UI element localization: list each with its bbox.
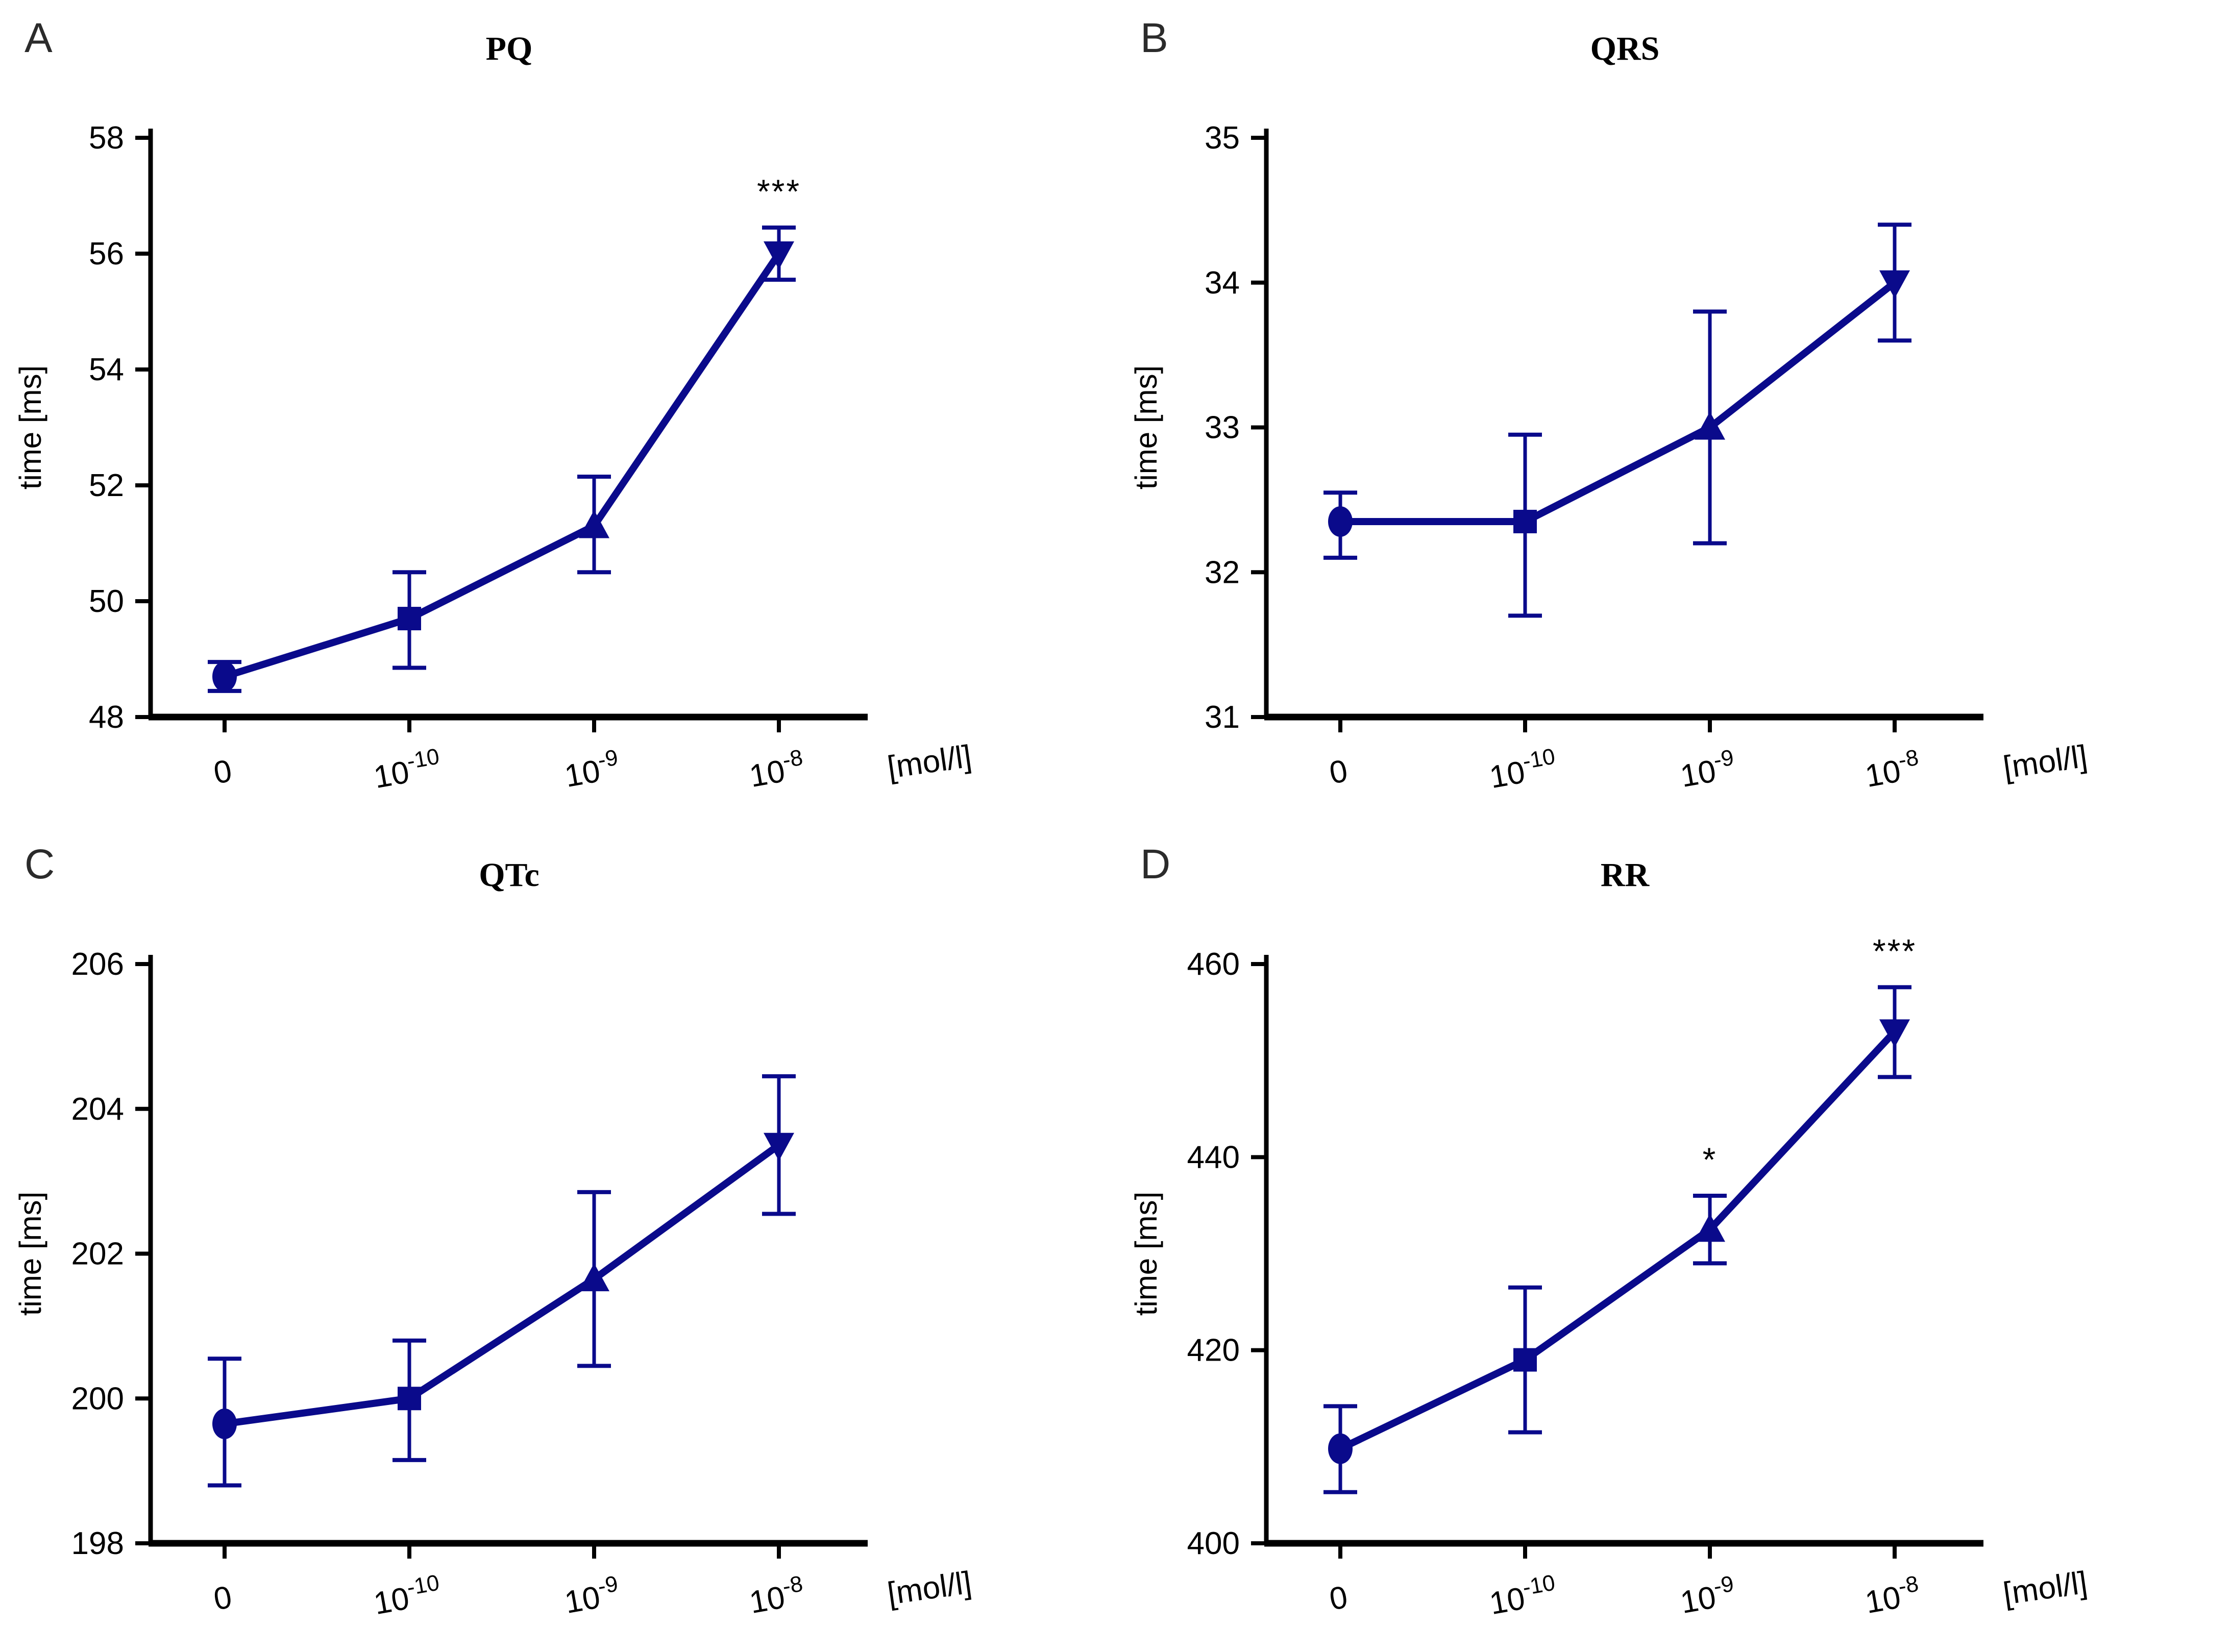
data-point-marker-circle xyxy=(1328,1433,1353,1464)
chart-plot-qtc: 198 200 202 204 206 0 10-10 10-9 10-8 [mol/l] time… xyxy=(13,947,974,1621)
data-point-marker-triangle-up xyxy=(1695,1214,1725,1242)
y-tick-label: 31 xyxy=(1205,700,1240,735)
x-tick-label: 0 xyxy=(211,753,234,791)
x-tick-label: 10-9 xyxy=(561,1571,622,1621)
chart-plot-qrs: 31 32 33 34 35 0 10-10 10-9 10-8 [mol/l] time [ms] xyxy=(1129,120,2090,795)
y-tick-label: 58 xyxy=(89,120,124,156)
y-tick-label: 440 xyxy=(1187,1140,1240,1175)
x-tick-label: 10-9 xyxy=(1677,1571,1738,1621)
y-tick-label: 198 xyxy=(71,1526,124,1561)
significance-label: *** xyxy=(757,172,801,210)
x-axis-unit-label: [mol/l] xyxy=(885,739,973,785)
data-point-marker-triangle-down xyxy=(764,1132,794,1161)
panel-d: D RR 400 420 440 460 0 10-10 10-9 10-8 [mol/l] ti… xyxy=(1116,826,2231,1652)
data-point-marker-circle xyxy=(212,661,237,692)
y-axis-label: time [ms] xyxy=(13,365,47,489)
x-axis-unit-label: [mol/l] xyxy=(2001,1565,2089,1612)
x-tick-label: 10-8 xyxy=(746,1571,807,1621)
y-tick-label: 206 xyxy=(71,947,124,982)
chart-title-rr: RR xyxy=(1600,856,1650,894)
data-point-marker-triangle-down xyxy=(764,241,794,269)
series-line xyxy=(221,1141,782,1427)
y-axis-label: time [ms] xyxy=(1129,1192,1163,1316)
y-tick-label: 34 xyxy=(1205,265,1240,301)
panel-b: B QRS 31 32 33 34 35 0 10-10 10-9 10-8 [mol/l] tim… xyxy=(1116,0,2231,826)
x-tick-label: 10-9 xyxy=(561,745,622,795)
y-tick-label: 400 xyxy=(1187,1526,1240,1561)
x-tick-label: 10-8 xyxy=(1861,1571,1923,1621)
y-tick-label: 460 xyxy=(1187,947,1240,982)
y-tick-label: 54 xyxy=(89,352,124,387)
panel-a: A PQ 48 50 52 54 56 58 0 10-10 10-9 10-8 [mol/l] ti… xyxy=(0,0,1115,826)
data-point-marker-triangle-up xyxy=(579,510,609,538)
x-tick-label: 10-10 xyxy=(1486,1570,1559,1621)
panel-letter-d: D xyxy=(1140,841,1171,887)
panel-letter-c: C xyxy=(24,841,55,887)
chart-title-qtc: QTc xyxy=(479,856,540,894)
panel-letter-a: A xyxy=(24,15,53,61)
data-point-marker-square xyxy=(398,1387,421,1411)
data-point-marker-square xyxy=(398,607,421,631)
x-tick-label: 10-8 xyxy=(746,745,807,795)
x-tick-label: 0 xyxy=(1327,1580,1350,1617)
chart-title-qrs: QRS xyxy=(1590,30,1660,67)
y-tick-label: 35 xyxy=(1205,120,1240,156)
y-tick-label: 204 xyxy=(71,1092,124,1127)
y-tick-label: 32 xyxy=(1205,555,1240,590)
y-tick-label: 420 xyxy=(1187,1333,1240,1368)
data-point-marker-triangle-up xyxy=(1695,411,1725,440)
data-point-marker-circle xyxy=(212,1408,237,1439)
significance-label: * xyxy=(1703,1141,1718,1178)
series-line xyxy=(221,250,782,680)
panel-c: C QTc 198 200 202 204 206 0 10-10 10-9 10-8 [mol/… xyxy=(0,826,1115,1652)
x-tick-label: 10-9 xyxy=(1677,745,1738,795)
y-axis-label: time [ms] xyxy=(1129,365,1163,489)
y-tick-label: 56 xyxy=(89,236,124,272)
x-tick-label: 10-10 xyxy=(370,1570,444,1621)
data-point-marker-square xyxy=(1513,509,1537,533)
y-tick-label: 52 xyxy=(89,468,124,503)
x-axis-unit-label: [mol/l] xyxy=(2001,739,2089,785)
data-point-marker-triangle-up xyxy=(579,1263,609,1292)
series-line xyxy=(1337,1028,1898,1452)
y-tick-label: 48 xyxy=(89,700,124,735)
significance-label: *** xyxy=(1873,932,1917,970)
series-line xyxy=(1337,279,1898,525)
data-point-marker-triangle-down xyxy=(1879,270,1910,299)
x-tick-label: 10-10 xyxy=(1486,744,1559,795)
chart-plot-rr: 400 420 440 460 0 10-10 10-9 10-8 [mol/l] time [m… xyxy=(1129,932,2090,1621)
data-point-marker-circle xyxy=(1328,506,1353,537)
y-axis-label: time [ms] xyxy=(13,1192,47,1316)
panel-letter-b: B xyxy=(1140,15,1168,61)
data-point-marker-square xyxy=(1513,1348,1537,1372)
chart-plot-pq: 48 50 52 54 56 58 0 10-10 10-9 10-8 [mol/l] time [m… xyxy=(13,120,974,795)
chart-title-pq: PQ xyxy=(485,30,533,67)
y-tick-label: 202 xyxy=(71,1237,124,1272)
y-tick-label: 33 xyxy=(1205,410,1240,446)
x-tick-label: 10-8 xyxy=(1861,745,1923,795)
x-axis-unit-label: [mol/l] xyxy=(885,1565,973,1612)
x-tick-label: 0 xyxy=(1327,753,1350,791)
x-tick-label: 0 xyxy=(211,1580,234,1617)
data-point-marker-triangle-down xyxy=(1879,1019,1910,1048)
x-tick-label: 10-10 xyxy=(370,744,444,795)
y-tick-label: 50 xyxy=(89,584,124,619)
y-tick-label: 200 xyxy=(71,1381,124,1416)
